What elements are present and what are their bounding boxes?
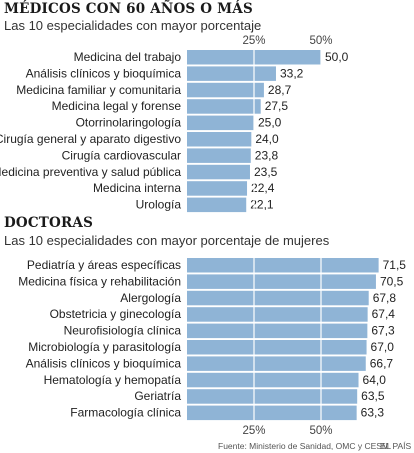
bar (187, 356, 366, 371)
data-label: 64,0 (363, 373, 387, 387)
tick-label: 50% (309, 425, 332, 437)
category-label: Análisis clínicos y bioquímica (26, 356, 182, 370)
bar (187, 274, 376, 289)
category-label: Obstetricia y ginecología (50, 307, 182, 321)
category-label: Alergología (120, 291, 181, 305)
data-label: 71,5 (383, 258, 407, 272)
chart-subtitle: Las 10 especialidades con mayor porcenta… (4, 233, 330, 248)
data-label: 67,8 (373, 291, 397, 305)
bar (187, 66, 276, 81)
bar (187, 389, 358, 404)
data-label: 28,7 (268, 83, 292, 97)
bar (187, 197, 247, 213)
category-label: Farmacología clínica (70, 406, 181, 420)
data-label: 63,3 (361, 406, 385, 420)
brand-name: EL PAÍS (380, 441, 412, 451)
data-label: 67,3 (371, 324, 395, 338)
data-label: 50,0 (325, 50, 349, 64)
data-label: 25,0 (258, 116, 282, 130)
data-label: 24,0 (255, 132, 279, 146)
data-label: 33,2 (280, 66, 304, 80)
chart-title: DOCTORAS (4, 215, 93, 231)
bar (187, 132, 252, 147)
data-label: 22,1 (250, 198, 274, 212)
bar (187, 115, 254, 131)
category-label: Medicina familiar y comunitaria (16, 83, 181, 97)
category-label: Medicina preventiva y salud pública (0, 165, 181, 179)
tick-label: 25% (242, 425, 265, 437)
category-label: Otorrinolaringología (76, 116, 182, 130)
tick-label: 25% (242, 35, 265, 47)
bar (187, 307, 368, 322)
category-label: Hematología y hemopatía (44, 373, 182, 387)
chart-female-doctors: DOCTORAS Las 10 especialidades con mayor … (4, 215, 406, 437)
category-label: Medicina legal y forense (52, 99, 182, 113)
data-label: 23,5 (254, 165, 278, 179)
data-label: 27,5 (265, 99, 289, 113)
category-label: Cirugía general y aparato digestivo (0, 132, 181, 146)
bar (187, 148, 251, 163)
category-label: Urología (136, 198, 182, 212)
data-label: 66,7 (370, 356, 394, 370)
category-label: Análisis clínicos y bioquímica (26, 66, 182, 80)
category-label: Medicina física y rehabilitación (18, 274, 181, 288)
bar (187, 372, 359, 388)
data-label: 67,0 (371, 340, 395, 354)
category-label: Microbiología y parasitología (28, 340, 181, 354)
bar (187, 181, 248, 196)
bar (187, 290, 369, 306)
category-label: Neurofisiología clínica (64, 324, 182, 338)
bar (187, 164, 250, 180)
bar (187, 258, 379, 273)
tick-label: 50% (309, 35, 332, 47)
data-label: 63,5 (361, 389, 385, 403)
category-label: Pediatría y áreas específicas (27, 258, 181, 272)
data-label: 22,4 (251, 181, 275, 195)
data-label: 70,5 (380, 274, 404, 288)
bar (187, 99, 261, 114)
category-label: Cirugía cardiovascular (62, 148, 181, 162)
category-label: Medicina interna (93, 181, 181, 195)
source-note: Fuente: Ministerio de Sanidad, OMC y CES… (218, 441, 391, 451)
chart-title: MÉDICOS CON 60 AÑOS O MÁS (4, 1, 253, 17)
category-label: Medicina del trabajo (74, 50, 182, 64)
category-label: Geriatría (134, 389, 181, 403)
bar (187, 340, 367, 355)
data-label: 23,8 (255, 148, 279, 162)
chart-subtitle: Las 10 especialidades con mayor porcenta… (4, 18, 261, 33)
data-label: 67,4 (372, 307, 396, 321)
bar (187, 405, 357, 421)
bar (187, 323, 368, 339)
bar (187, 82, 264, 98)
